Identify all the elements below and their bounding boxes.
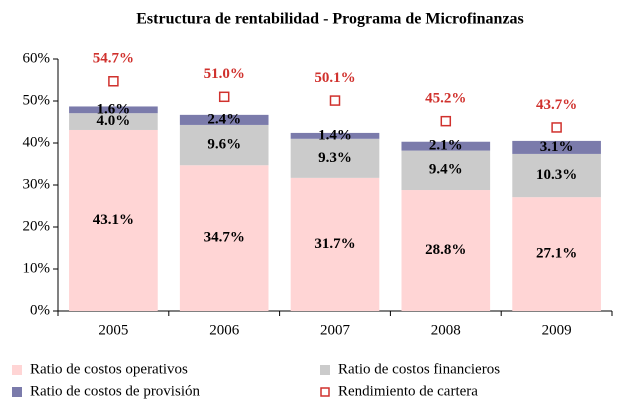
- legend-label: Ratio de costos operativos: [30, 361, 188, 377]
- marker: [108, 76, 119, 87]
- x-tick-label: 2008: [431, 322, 461, 338]
- data-label: 50.1%: [314, 70, 355, 86]
- data-label: 45.2%: [425, 91, 466, 107]
- bar-segment: [512, 140, 601, 154]
- data-label: 34.7%: [204, 230, 245, 246]
- y-tick-label: 60%: [23, 50, 51, 66]
- legend-swatch: [12, 387, 22, 397]
- data-label: 2.1%: [429, 138, 463, 154]
- y-tick-label: 40%: [23, 134, 51, 150]
- bar-segment: [401, 141, 491, 151]
- marker: [218, 91, 230, 103]
- data-label: 43.7%: [536, 97, 577, 113]
- data-label: 10.3%: [536, 167, 577, 183]
- x-tick-label: 2007: [320, 322, 351, 338]
- x-tick-label: 2009: [542, 322, 572, 338]
- data-label: 1.4%: [318, 127, 352, 143]
- legend-label: Rendimiento de cartera: [338, 383, 478, 399]
- data-label: 1.6%: [97, 101, 131, 117]
- bar-segment: [179, 114, 269, 125]
- data-label: 9.4%: [429, 162, 463, 178]
- bar-segment: [179, 165, 269, 311]
- data-label: 28.8%: [425, 242, 466, 258]
- x-tick-label: 2006: [209, 322, 240, 338]
- data-label: 54.7%: [93, 51, 134, 67]
- bar-segment: [401, 150, 491, 191]
- y-tick-label: 20%: [23, 218, 51, 234]
- y-tick-label: 0%: [30, 302, 50, 318]
- y-tick-label: 30%: [23, 176, 51, 192]
- data-label: 4.0%: [97, 113, 131, 129]
- bar-segment: [179, 124, 269, 166]
- data-label: 3.1%: [540, 139, 574, 155]
- bar-segment: [69, 113, 158, 130]
- legend-label: Ratio de costos de provisión: [30, 383, 200, 399]
- x-tick-label: 2005: [98, 322, 128, 338]
- data-label: 51.0%: [204, 66, 245, 82]
- marker: [551, 122, 562, 133]
- data-label: 27.1%: [536, 246, 577, 262]
- bar-segment: [401, 190, 491, 311]
- legend-swatch: [320, 365, 330, 375]
- data-label: 43.1%: [93, 212, 134, 228]
- legend-swatch: [12, 365, 22, 375]
- y-tick-label: 50%: [23, 92, 51, 108]
- data-label: 9.6%: [207, 137, 241, 153]
- bar-segment: [290, 138, 380, 178]
- data-label: 31.7%: [314, 236, 355, 252]
- legend-marker: [320, 387, 330, 397]
- y-tick-label: 10%: [23, 260, 51, 276]
- bar-segment: [69, 129, 158, 311]
- legend-label: Ratio de costos financieros: [338, 361, 500, 377]
- data-label: 9.3%: [318, 150, 352, 166]
- marker: [440, 115, 452, 127]
- bar-segment: [290, 132, 380, 139]
- chart-title: Estructura de rentabilidad - Programa de…: [136, 11, 524, 28]
- bar-segment: [512, 153, 601, 198]
- bar-segment: [512, 197, 601, 311]
- marker: [329, 95, 341, 106]
- data-label: 2.4%: [207, 111, 241, 127]
- bar-segment: [290, 177, 380, 311]
- bar-segment: [69, 106, 158, 114]
